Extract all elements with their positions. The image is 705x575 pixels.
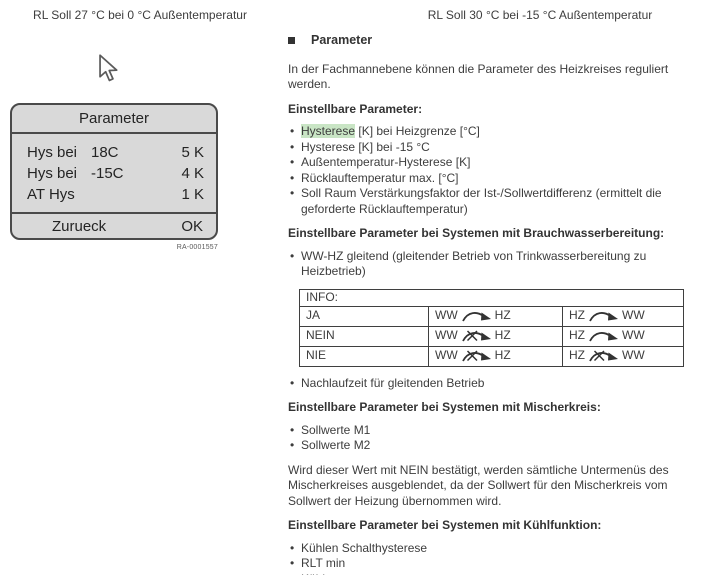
- transition-arrow-icon: [461, 311, 492, 322]
- flow-from: HZ: [569, 308, 585, 323]
- list-item: Rücklauftemperatur max. [°C]: [288, 171, 701, 187]
- figure-caption-right: RL Soll 30 °C bei -15 °C Außentemperatur: [427, 8, 653, 22]
- list-item: Sollwerte M2: [288, 438, 701, 454]
- param-label: Hys bei: [27, 165, 78, 182]
- device-display: Parameter Hys bei 18C 5 K Hys bei -15C 4…: [10, 103, 218, 240]
- mouse-cursor-icon: [98, 54, 120, 87]
- param-unit: 1 K: [181, 186, 204, 203]
- param-value: 18C: [91, 144, 119, 161]
- flow-from: WW: [435, 328, 458, 343]
- list-item: Soll Raum Verstärkungsfaktor der Ist-/So…: [288, 186, 701, 217]
- param-value: -15C: [91, 165, 124, 182]
- mixer-parameter-list: Sollwerte M1 Sollwerte M2: [288, 423, 701, 454]
- param-unit: 4 K: [181, 165, 204, 182]
- flow-from: HZ: [569, 328, 585, 343]
- table-row: JA WW HZ HZ WW: [299, 305, 684, 327]
- subheading-general: Einstellbare Parameter:: [288, 101, 423, 116]
- device-softkey-bar: Zurueck OK: [12, 212, 216, 238]
- note-paragraph: Wird dieser Wert mit NEIN bestätigt, wer…: [288, 462, 669, 508]
- subheading-dhw: Einstellbare Parameter bei Systemen mit …: [288, 226, 665, 240]
- transition-cell: WW HZ: [428, 305, 563, 327]
- figure-id: RA-0001557: [176, 244, 218, 251]
- table-row: NEIN WW HZ HZ WW: [299, 325, 684, 347]
- param-label: Hys bei: [27, 144, 78, 161]
- info-table: INFO: JA WW HZ HZ WW: [299, 288, 684, 367]
- list-item: Hysterese [K] bei Heizgrenze [°C]: [288, 124, 701, 140]
- flow-to: HZ: [494, 308, 511, 323]
- article-body: Parameter In der Fachmannebene können di…: [288, 33, 701, 575]
- flow-to: HZ: [494, 348, 511, 363]
- device-display-title: Parameter: [12, 105, 216, 134]
- table-header-cell: INFO:: [299, 288, 684, 307]
- list-item: WW-HZ gleitend (gleitender Betrieb von T…: [288, 249, 701, 280]
- highlighted-term: Hysterese: [301, 124, 356, 138]
- subheading-mixer: Einstellbare Parameter bei Systemen mit …: [288, 400, 601, 414]
- device-row-at-hys: AT Hys 1 K: [27, 184, 204, 205]
- transition-arrow-crossed-icon: [461, 330, 492, 342]
- transition-cell: WW HZ: [428, 325, 563, 347]
- list-item: RLT min: [288, 556, 701, 572]
- flow-from: WW: [435, 308, 458, 323]
- transition-arrow-crossed-icon: [589, 350, 619, 362]
- subheading-cooling: Einstellbare Parameter bei Systemen mit …: [288, 518, 602, 532]
- device-row-hys-18: Hys bei 18C 5 K: [27, 142, 204, 163]
- flow-from: WW: [435, 348, 458, 363]
- table-header-row: INFO:: [299, 288, 684, 307]
- ok-softkey-label: OK: [181, 217, 203, 235]
- transition-cell: HZ WW: [562, 325, 684, 347]
- flow-to: WW: [622, 348, 645, 363]
- list-item: Hysterese [K] bei -15 °C: [288, 140, 701, 156]
- dhw-parameter-list: WW-HZ gleitend (gleitender Betrieb von T…: [288, 249, 701, 280]
- flow-to: WW: [622, 328, 645, 343]
- list-item: Nachlaufzeit für gleitenden Betrieb: [288, 376, 701, 392]
- mode-cell: JA: [299, 305, 429, 327]
- transition-arrow-crossed-icon: [461, 350, 492, 362]
- figure-caption-left: RL Soll 27 °C bei 0 °C Außentemperatur: [33, 8, 247, 22]
- intro-paragraph: In der Fachmannebene können die Paramete…: [288, 61, 669, 92]
- transition-arrow-icon: [589, 331, 619, 342]
- flow-to: HZ: [494, 328, 511, 343]
- param-value: [91, 184, 181, 205]
- param-unit: 5 K: [181, 144, 204, 161]
- cooling-parameter-list: Kühlen Schalthysterese RLT min Kühlgrenz…: [288, 541, 701, 575]
- list-item: Sollwerte M1: [288, 423, 701, 439]
- device-parameter-list: Hys bei 18C 5 K Hys bei -15C 4 K AT Hys …: [12, 134, 216, 205]
- back-softkey-label: Zurueck: [52, 217, 107, 235]
- section-heading-label: Parameter: [311, 33, 373, 47]
- list-item: Kühlgrenze: [288, 572, 701, 575]
- param-label: AT Hys: [27, 186, 75, 203]
- mode-cell: NEIN: [299, 325, 429, 347]
- list-item: Kühlen Schalthysterese: [288, 541, 701, 557]
- flow-from: HZ: [569, 348, 585, 363]
- transition-cell: HZ WW: [562, 345, 684, 367]
- square-bullet-icon: [288, 37, 295, 45]
- table-row: NIE WW HZ HZ WW: [299, 345, 684, 367]
- section-heading: Parameter: [288, 33, 701, 49]
- list-item: Außentemperatur-Hysterese [K]: [288, 155, 701, 171]
- after-table-list: Nachlaufzeit für gleitenden Betrieb: [288, 376, 701, 392]
- transition-cell: HZ WW: [562, 305, 684, 327]
- flow-to: WW: [622, 308, 645, 323]
- transition-cell: WW HZ: [428, 345, 563, 367]
- general-parameter-list: Hysterese [K] bei Heizgrenze [°C] Hyster…: [288, 124, 701, 217]
- device-row-hys-minus15: Hys bei -15C 4 K: [27, 163, 204, 184]
- mode-cell: NIE: [299, 345, 429, 367]
- list-item-text: [K] bei Heizgrenze [°C]: [355, 124, 480, 138]
- transition-arrow-icon: [589, 311, 619, 322]
